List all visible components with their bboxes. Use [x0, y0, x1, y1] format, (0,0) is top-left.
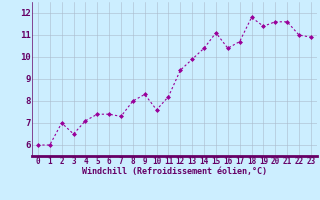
X-axis label: Windchill (Refroidissement éolien,°C): Windchill (Refroidissement éolien,°C): [82, 167, 267, 176]
